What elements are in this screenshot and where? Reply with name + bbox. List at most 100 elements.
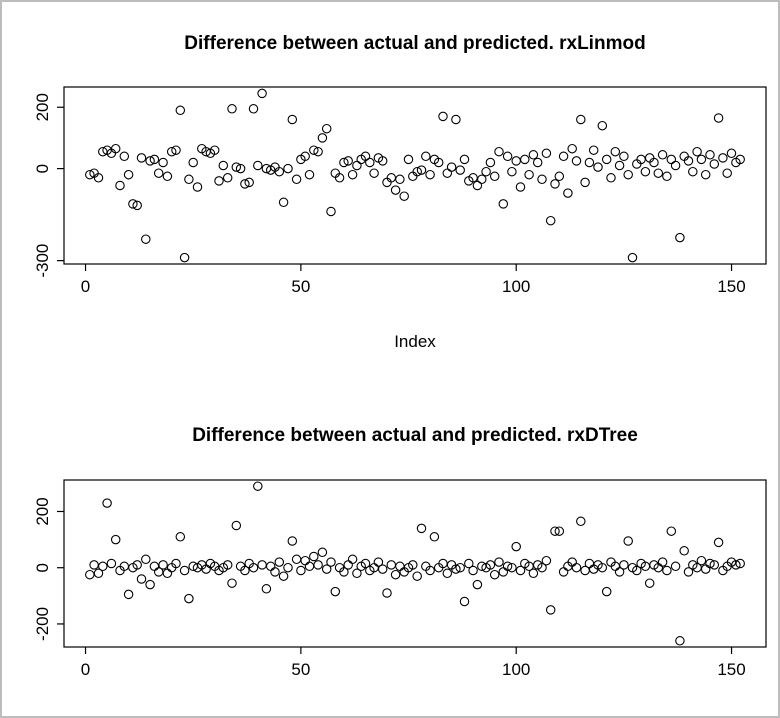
- plot-box: [63, 86, 767, 265]
- data-point: [291, 554, 302, 565]
- data-point: [253, 481, 263, 491]
- data-point: [218, 160, 229, 171]
- data-point: [283, 163, 293, 174]
- data-point: [141, 234, 151, 244]
- data-point: [640, 166, 651, 177]
- data-point: [222, 560, 233, 570]
- data-point: [171, 145, 181, 155]
- data-point: [696, 154, 707, 165]
- data-point: [390, 569, 401, 580]
- data-point: [317, 547, 328, 558]
- data-point: [136, 574, 147, 584]
- data-point: [257, 560, 267, 570]
- data-point: [515, 182, 526, 192]
- data-point: [459, 596, 470, 607]
- data-point: [679, 546, 689, 556]
- chart-title-rxdtree: Difference between actual and predicted.…: [192, 425, 638, 446]
- y-tick-label: 0: [33, 164, 52, 173]
- data-point: [158, 560, 168, 570]
- data-point: [731, 560, 741, 570]
- data-point: [576, 516, 586, 527]
- data-point: [248, 104, 259, 114]
- data-point: [222, 173, 233, 183]
- data-point: [291, 174, 302, 185]
- data-point: [227, 104, 237, 114]
- data-point: [446, 162, 457, 172]
- data-point: [481, 166, 491, 177]
- data-point: [287, 536, 298, 546]
- data-point: [700, 564, 711, 574]
- data-point: [455, 165, 465, 175]
- data-point: [128, 199, 138, 209]
- data-point: [179, 565, 190, 576]
- data-point: [662, 565, 672, 576]
- data-point: [597, 120, 608, 131]
- y-tick-label: -300: [33, 244, 52, 278]
- data-point: [261, 584, 272, 594]
- data-point: [382, 588, 392, 598]
- data-point: [106, 558, 117, 569]
- data-point: [451, 114, 461, 125]
- data-point: [683, 567, 694, 577]
- data-point: [309, 551, 319, 562]
- data-point: [244, 177, 254, 188]
- data-point: [98, 561, 108, 572]
- data-point: [123, 169, 134, 180]
- data-point: [175, 532, 186, 542]
- data-point: [119, 151, 130, 162]
- data-point: [304, 169, 315, 180]
- data-point: [550, 179, 560, 189]
- data-point: [588, 145, 599, 155]
- x-tick-label: 0: [81, 660, 90, 679]
- data-point: [343, 156, 353, 166]
- data-point: [485, 560, 496, 570]
- data-point: [326, 206, 336, 217]
- data-point: [494, 146, 504, 157]
- data-point: [412, 166, 422, 177]
- data-point: [227, 578, 237, 588]
- data-point: [558, 151, 569, 162]
- data-point: [571, 156, 582, 166]
- scatter-canvas-rxdtree: 0 50 100 150 200 0 -200: [33, 479, 767, 679]
- data-point: [438, 111, 448, 122]
- data-point: [377, 564, 388, 574]
- data-point: [692, 146, 702, 157]
- data-point: [240, 179, 250, 189]
- data-point: [360, 558, 371, 569]
- data-point: [162, 568, 173, 579]
- data-point: [386, 560, 397, 570]
- data-point: [696, 555, 707, 566]
- data-point: [149, 154, 160, 165]
- y-tick-label: 0: [33, 563, 52, 572]
- data-point: [735, 558, 745, 569]
- data-point: [670, 160, 681, 171]
- data-point: [110, 534, 121, 545]
- data-point: [395, 174, 405, 185]
- data-point: [377, 156, 388, 166]
- data-point: [93, 173, 104, 183]
- data-point: [666, 154, 677, 165]
- data-point: [459, 154, 470, 165]
- data-point: [489, 171, 500, 182]
- data-point: [541, 555, 552, 566]
- data-point: [317, 133, 328, 143]
- data-point: [670, 561, 681, 572]
- data-point: [584, 157, 595, 168]
- data-point: [485, 157, 496, 168]
- data-point: [537, 562, 547, 573]
- data-point: [132, 560, 142, 570]
- data-point: [494, 557, 504, 567]
- data-point: [705, 150, 715, 160]
- data-point: [597, 562, 608, 573]
- data-point: [365, 157, 375, 168]
- data-point: [709, 159, 720, 169]
- data-point: [283, 562, 293, 573]
- data-point: [477, 174, 487, 185]
- data-point: [571, 562, 582, 573]
- data-point: [610, 146, 621, 157]
- data-point: [425, 565, 435, 576]
- data-point: [472, 579, 483, 590]
- data-point: [265, 561, 276, 572]
- data-point: [713, 537, 724, 548]
- data-point: [334, 173, 345, 183]
